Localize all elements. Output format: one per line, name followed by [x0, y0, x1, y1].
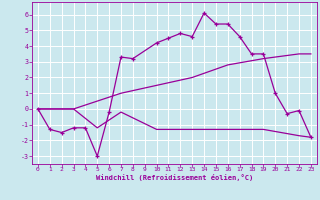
X-axis label: Windchill (Refroidissement éolien,°C): Windchill (Refroidissement éolien,°C) [96, 174, 253, 181]
